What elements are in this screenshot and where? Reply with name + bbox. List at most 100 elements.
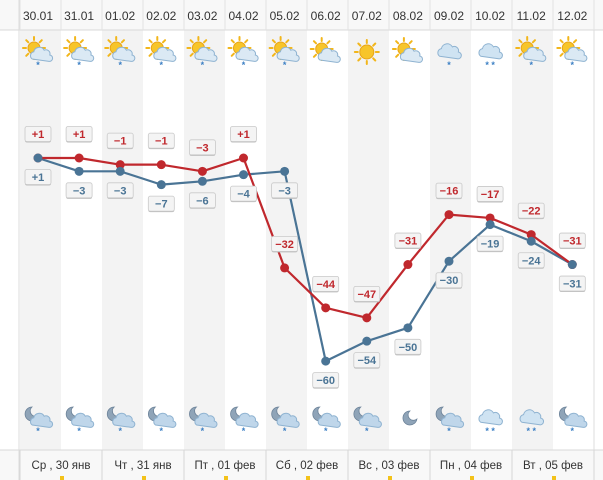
- svg-text:*: *: [283, 60, 287, 70]
- cloud-snow-icon: * *: [519, 409, 545, 436]
- day-footer: [0, 450, 603, 480]
- night-cloud-snow-icon: *: [312, 406, 341, 436]
- night-temperature-label: −4: [230, 185, 257, 203]
- night-temperature-label: −3: [106, 182, 134, 199]
- svg-text:−16: −16: [440, 186, 459, 198]
- svg-text:−31: −31: [563, 236, 582, 248]
- svg-text:−6: −6: [196, 195, 209, 207]
- day-temperature-label: −47: [353, 285, 381, 303]
- svg-text:−60: −60: [316, 375, 335, 387]
- svg-text:−32: −32: [275, 239, 294, 251]
- svg-text:−31: −31: [563, 279, 582, 291]
- svg-text:*: *: [571, 60, 575, 70]
- night-cloud-snow-icon: *: [435, 406, 465, 436]
- partly-sunny-snow-icon: *: [22, 36, 54, 70]
- night-partly-cloudy-icon: [402, 410, 418, 426]
- sun-mark: [388, 476, 392, 480]
- night-cloud-snow-icon: *: [230, 406, 259, 436]
- svg-text:+1: +1: [32, 172, 45, 184]
- svg-text:*: *: [201, 60, 205, 70]
- date-label: 11.02: [517, 9, 546, 23]
- svg-text:*: *: [447, 426, 451, 436]
- svg-text:−24: −24: [522, 255, 542, 267]
- night-temperature-point: [156, 180, 166, 190]
- svg-text:−7: −7: [155, 199, 168, 211]
- night-temperature-label: −54: [353, 352, 381, 369]
- svg-text:*: *: [36, 426, 40, 436]
- svg-text:*: *: [242, 426, 246, 436]
- svg-text:*: *: [491, 426, 495, 436]
- night-temperature-label: −3: [65, 182, 93, 199]
- day-column: [20, 30, 61, 450]
- partly-sunny-icon: [391, 37, 424, 63]
- night-temperature-label: −3: [271, 182, 299, 199]
- night-cloud-snow-icon: *: [106, 406, 136, 436]
- svg-text:*: *: [201, 426, 205, 436]
- night-temperature-label: −50: [394, 338, 422, 356]
- night-cloud-snow-icon: *: [189, 406, 218, 436]
- svg-text:−4: −4: [237, 189, 250, 201]
- day-temperature-label: +1: [230, 126, 257, 143]
- svg-text:+1: +1: [32, 129, 45, 141]
- svg-text:−3: −3: [196, 142, 209, 154]
- day-column: [102, 30, 143, 450]
- date-label: 01.02: [105, 9, 135, 23]
- day-temperature-label: −1: [106, 132, 134, 150]
- sun-mark: [142, 476, 146, 480]
- svg-text:−31: −31: [399, 236, 418, 248]
- sun-mark: [60, 476, 64, 480]
- night-temperature-line: [37, 156, 573, 363]
- date-label: 31.01: [64, 9, 94, 23]
- svg-text:−30: −30: [440, 275, 459, 287]
- day-column: [225, 30, 266, 450]
- svg-text:−3: −3: [73, 185, 86, 197]
- night-temperature-label: −6: [188, 192, 216, 209]
- partly-sunny-snow-icon: *: [145, 36, 177, 70]
- partly-sunny-snow-icon: *: [227, 36, 259, 70]
- partly-sunny-snow-icon: *: [186, 36, 218, 70]
- night-temperature-label: +1: [24, 169, 52, 186]
- day-label: Пн , 04 фев: [440, 460, 502, 472]
- svg-text:−3: −3: [114, 185, 127, 197]
- date-label: 10.02: [475, 9, 505, 23]
- partly-sunny-snow-icon: *: [556, 36, 588, 70]
- day-temperature-point: [74, 153, 84, 163]
- night-temperature-point: [485, 220, 495, 230]
- date-label: 07.02: [352, 9, 382, 23]
- day-temperature-point: [526, 230, 536, 240]
- sun-mark: [552, 476, 556, 480]
- svg-text:*: *: [526, 426, 530, 436]
- svg-text:*: *: [532, 426, 536, 436]
- day-temperature-point: [444, 210, 454, 220]
- night-temperature-label: −24: [517, 252, 545, 269]
- day-temperature-label: −31: [394, 232, 422, 250]
- night-temperature-point: [115, 166, 125, 176]
- night-temperature-label: −30: [435, 272, 463, 289]
- day-temperature-point: [197, 166, 207, 176]
- day-label: Вт , 05 фев: [523, 460, 583, 472]
- night-cloud-snow-icon: *: [353, 406, 382, 436]
- date-header: [0, 0, 603, 30]
- date-label: 08.02: [393, 9, 423, 23]
- svg-text:−47: −47: [357, 289, 376, 301]
- svg-text:*: *: [160, 426, 164, 436]
- svg-text:*: *: [283, 426, 287, 436]
- night-temperature-point: [33, 153, 43, 163]
- svg-text:−3: −3: [278, 185, 291, 197]
- day-label: Ср , 30 янв: [32, 460, 91, 472]
- date-label: 12.02: [557, 9, 587, 23]
- svg-text:−1: −1: [114, 136, 127, 148]
- day-column: [143, 30, 184, 450]
- day-temperature-point: [485, 213, 495, 223]
- svg-text:*: *: [485, 60, 489, 70]
- sun-mark: [224, 476, 228, 480]
- night-temperature-point: [74, 166, 84, 176]
- night-temperature-label: −19: [476, 235, 504, 253]
- night-cloud-snow-icon: *: [65, 406, 95, 436]
- date-label: 09.02: [434, 9, 464, 23]
- day-temperature-point: [239, 153, 248, 163]
- svg-text:*: *: [77, 426, 81, 436]
- sun-icon: [353, 39, 380, 65]
